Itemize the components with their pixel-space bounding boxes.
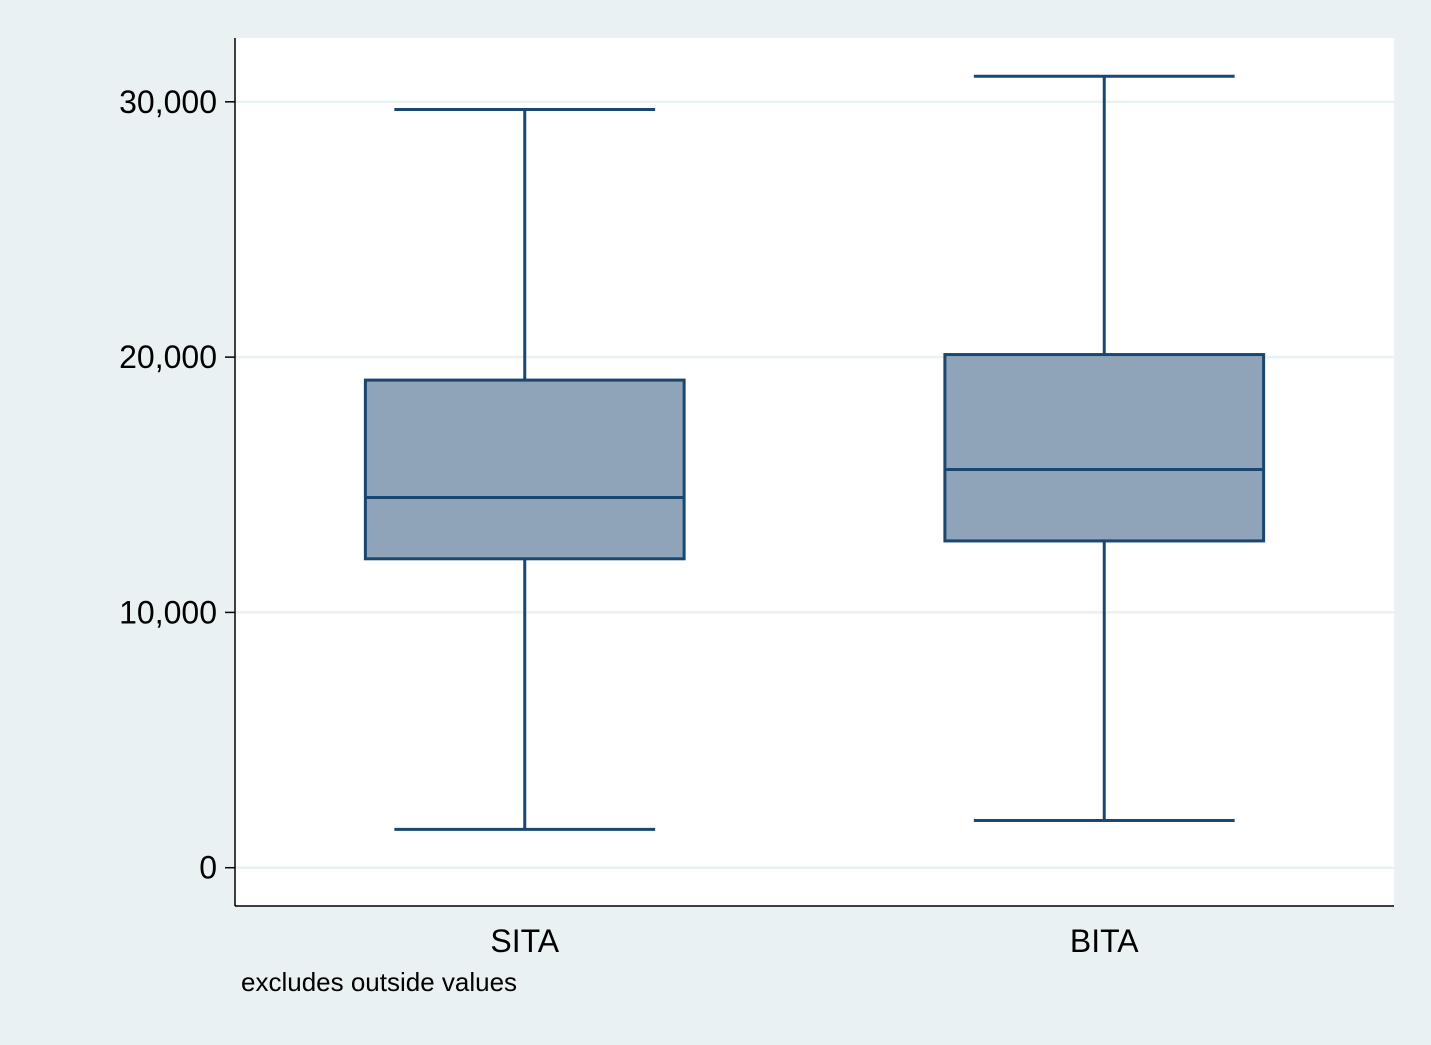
box-sita xyxy=(363,107,686,831)
x-tick-label: SITA xyxy=(490,923,559,959)
y-tick-label: 10,000 xyxy=(119,594,217,630)
chart-note: excludes outside values xyxy=(241,967,517,997)
iqr-box xyxy=(363,378,686,561)
iqr-box xyxy=(943,353,1266,543)
y-tick-label: 30,000 xyxy=(119,84,217,120)
y-tick-label: 20,000 xyxy=(119,339,217,375)
x-tick-labels: SITA BITA xyxy=(490,923,1139,959)
boxes xyxy=(363,74,1266,831)
x-tick-label: BITA xyxy=(1070,923,1139,959)
box-bita xyxy=(943,74,1266,822)
y-ticks: 0 10,000 20,000 30,000 xyxy=(119,84,235,886)
y-tick-label: 0 xyxy=(199,850,217,886)
